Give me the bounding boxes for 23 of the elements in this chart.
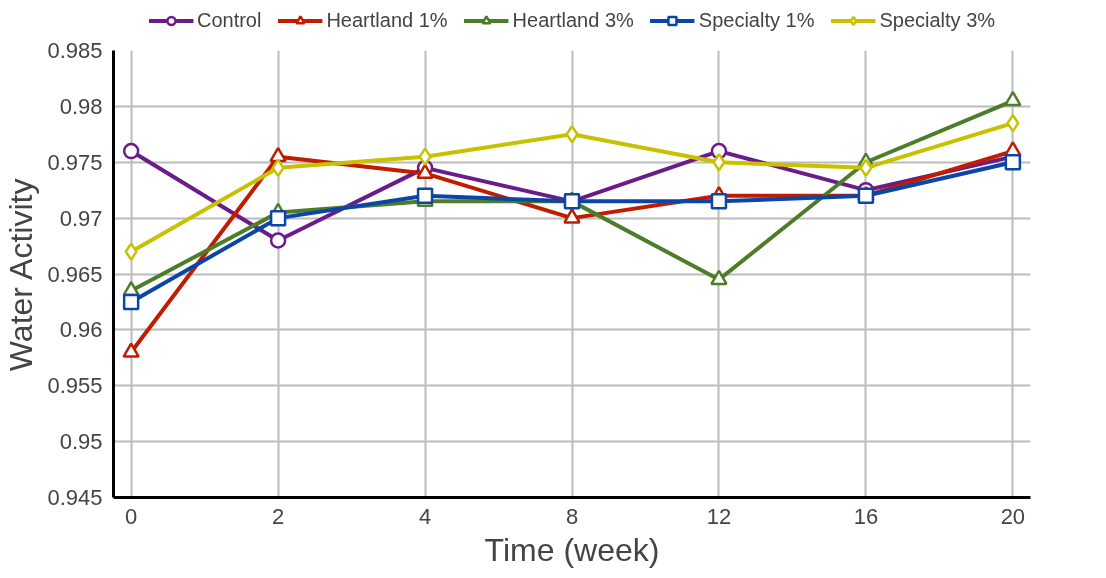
x-tick-label: 4 [418,503,432,529]
legend-label: Specialty 1% [698,8,815,32]
y-tick-label: 0.97 [59,205,103,231]
legend-label: Specialty 3% [879,8,996,32]
y-tick-label: 0.98 [59,93,103,119]
x-axis-title: Time (week) [484,531,660,568]
legend-label: Control [196,8,262,32]
y-tick-label: 0.945 [47,485,103,510]
x-tick-label: 20 [1000,503,1026,529]
legend-label: Heartland 1% [326,8,448,32]
x-tick-label: 0 [125,503,138,529]
y-axis-title: Water Activity [3,178,40,372]
y-tick-label: 0.985 [47,38,103,63]
x-tick-label: 16 [853,503,879,529]
x-tick-label: 2 [271,503,285,529]
x-tick-label: 8 [565,503,579,529]
y-tick-label: 0.96 [59,317,103,343]
x-tick-label: 12 [706,503,732,529]
y-tick-label: 0.975 [47,149,103,175]
legend-label: Heartland 3% [512,8,634,32]
y-tick-label: 0.965 [47,261,103,287]
y-tick-label: 0.955 [47,373,103,399]
y-tick-label: 0.95 [59,429,103,455]
